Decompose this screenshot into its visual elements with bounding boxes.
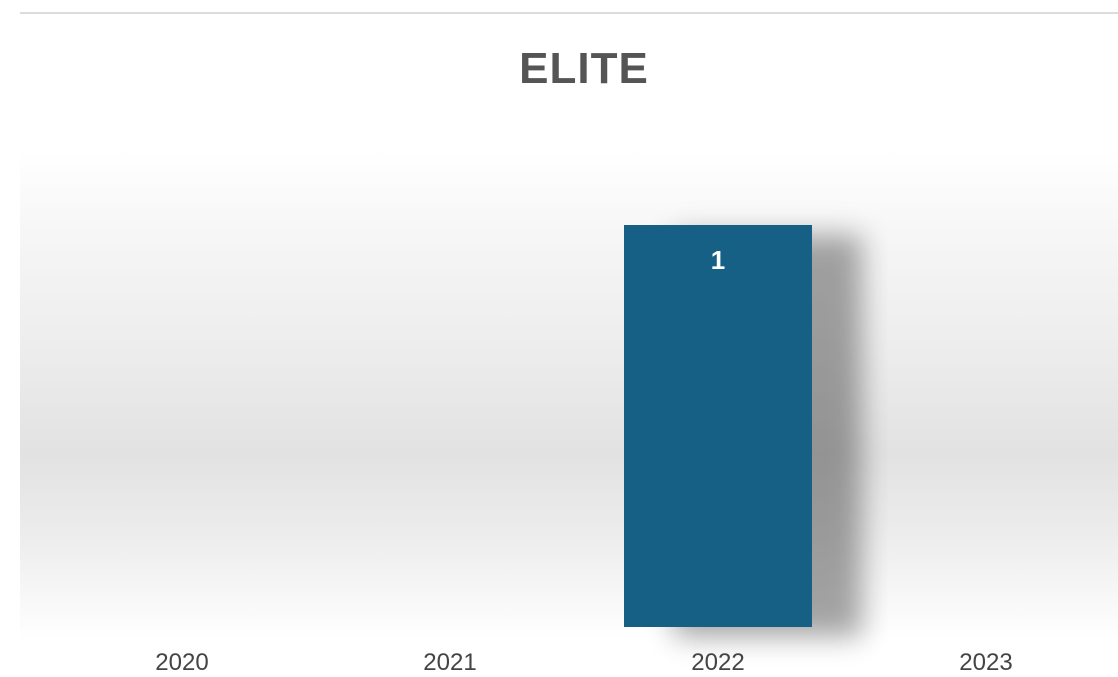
chart-title: ELITE <box>519 44 649 93</box>
x-tick-labels: 2020 2021 2022 2023 <box>155 649 1012 676</box>
bars-group: 1 <box>624 225 812 627</box>
bar-2022 <box>624 225 812 627</box>
plot-background <box>20 150 1118 640</box>
x-tick-2022: 2022 <box>691 649 744 676</box>
bar-value-label-2022: 1 <box>711 245 725 275</box>
x-tick-2023: 2023 <box>959 649 1012 676</box>
top-divider <box>20 12 1118 14</box>
x-tick-2021: 2021 <box>423 649 476 676</box>
x-tick-2020: 2020 <box>155 649 208 676</box>
